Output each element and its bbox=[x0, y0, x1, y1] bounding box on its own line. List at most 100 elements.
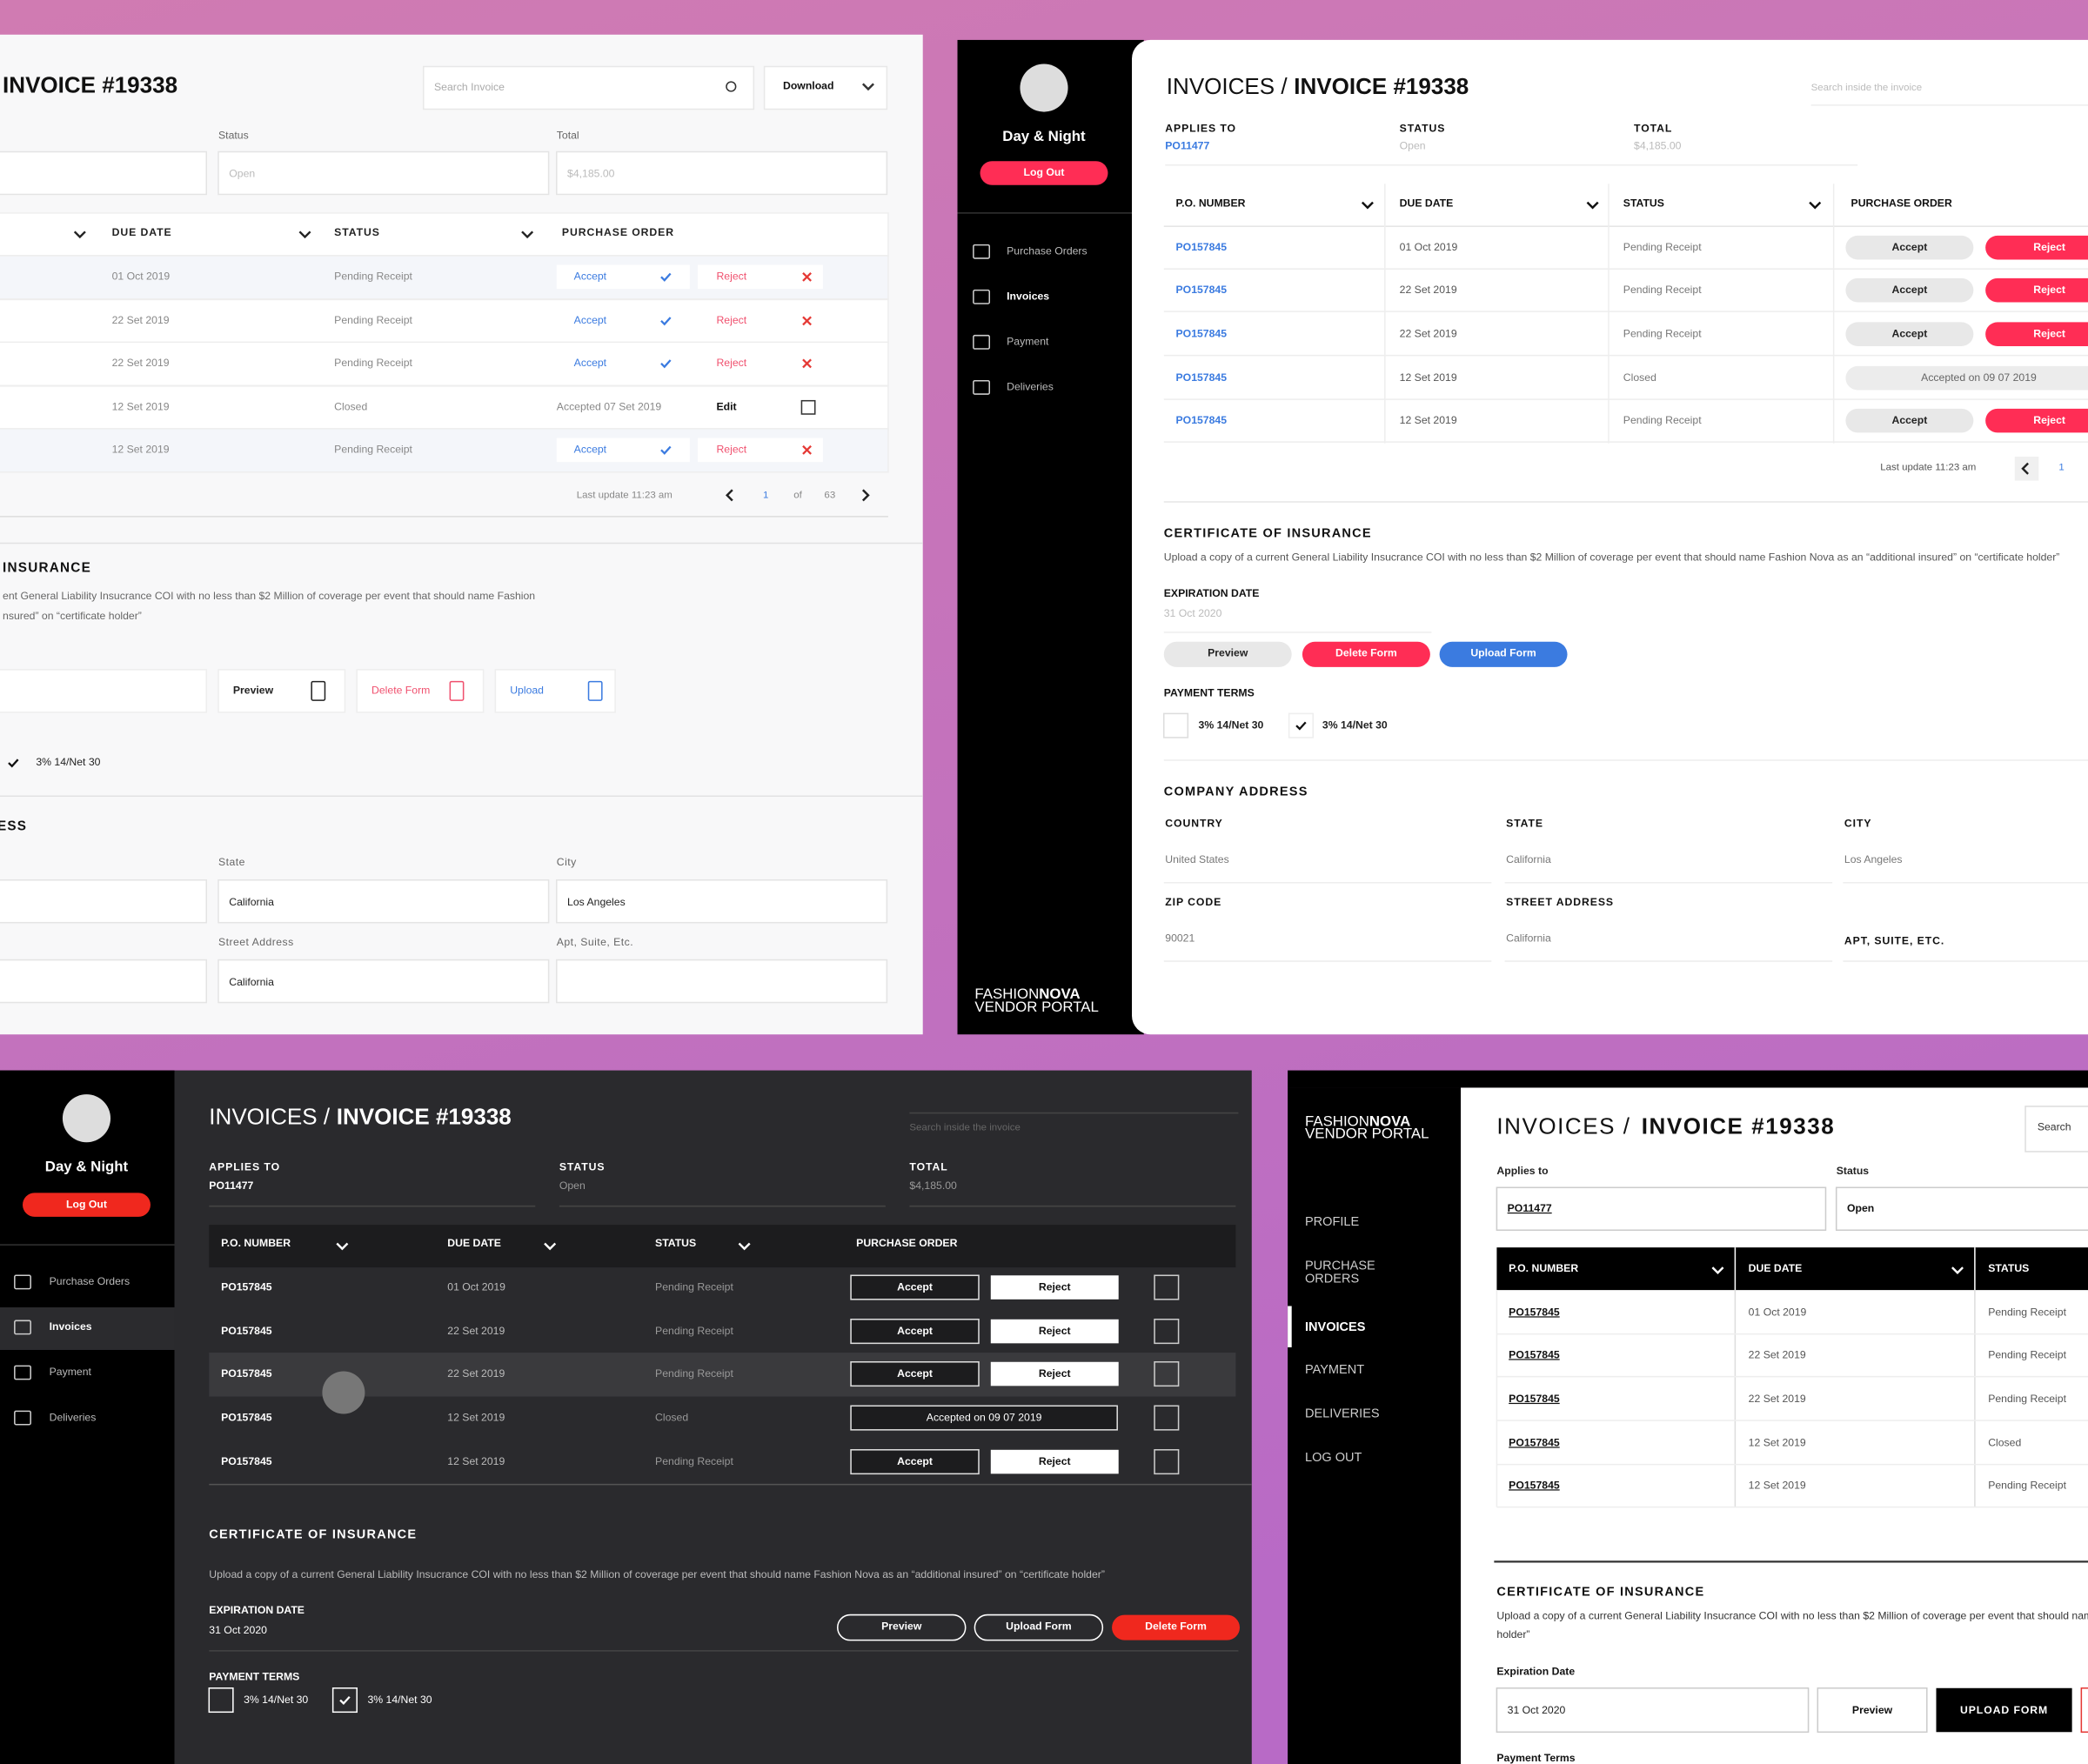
accept-label[interactable]: Accept bbox=[1891, 414, 1927, 426]
reject-button[interactable] bbox=[698, 438, 823, 463]
nav-item[interactable]: Purchase Orders bbox=[1007, 245, 1087, 257]
reject-label[interactable]: Reject bbox=[716, 444, 746, 456]
download-label[interactable]: Download bbox=[783, 80, 833, 92]
accept-label[interactable]: Accept bbox=[897, 1455, 933, 1467]
nav-item[interactable]: PROFILE bbox=[1305, 1215, 1359, 1229]
button[interactable] bbox=[494, 669, 616, 713]
po-number[interactable]: PO157845 bbox=[221, 1280, 272, 1293]
button-label[interactable]: Delete Form bbox=[1145, 1620, 1207, 1633]
accept-button[interactable] bbox=[850, 1319, 980, 1345]
button-label[interactable]: Preview bbox=[233, 685, 274, 697]
nav-item[interactable]: Payment bbox=[1007, 336, 1049, 348]
reject-label[interactable]: Reject bbox=[1039, 1280, 1071, 1293]
nav-item[interactable]: ORDERS bbox=[1305, 1273, 1359, 1286]
edit-label[interactable]: Edit bbox=[716, 401, 736, 413]
accept-button[interactable] bbox=[850, 1274, 980, 1300]
reject-label[interactable]: Reject bbox=[2033, 327, 2065, 339]
reject-button[interactable] bbox=[698, 309, 823, 333]
po-number[interactable]: PO157845 bbox=[1509, 1393, 1560, 1405]
button[interactable] bbox=[2080, 1687, 2088, 1734]
reject-button[interactable] bbox=[698, 351, 823, 376]
reject-button[interactable] bbox=[990, 1361, 1119, 1386]
accept-label[interactable]: Accept bbox=[1891, 327, 1927, 339]
button[interactable] bbox=[1163, 641, 1292, 667]
accept-label[interactable]: Accept bbox=[1891, 241, 1927, 253]
reject-label[interactable]: Reject bbox=[2033, 284, 2065, 296]
search-placeholder[interactable]: Search inside the invoice bbox=[909, 1122, 1021, 1133]
reject-button[interactable] bbox=[1985, 235, 2088, 260]
logout-button[interactable] bbox=[23, 1193, 151, 1217]
accept-label[interactable]: Accept bbox=[574, 357, 607, 369]
po-number[interactable]: PO157845 bbox=[1509, 1348, 1560, 1360]
reject-button[interactable] bbox=[990, 1449, 1119, 1474]
nav-item[interactable]: PAYMENT bbox=[1305, 1363, 1364, 1377]
checkbox[interactable] bbox=[331, 1687, 358, 1714]
logout-button[interactable] bbox=[980, 161, 1108, 185]
search-placeholder[interactable]: Search inside the invoice bbox=[1811, 83, 1923, 93]
button-label[interactable]: UPLOAD FORM bbox=[1960, 1704, 2048, 1716]
po-number[interactable]: PO157845 bbox=[221, 1325, 272, 1337]
po-number[interactable]: PO157845 bbox=[221, 1367, 272, 1380]
reject-label[interactable]: Reject bbox=[2033, 414, 2065, 426]
accept-label[interactable]: Accept bbox=[897, 1325, 933, 1337]
po-number[interactable]: PO157845 bbox=[1509, 1436, 1560, 1448]
edit-button[interactable] bbox=[1154, 1449, 1180, 1475]
accept-label[interactable]: Accept bbox=[897, 1280, 933, 1293]
nav-item[interactable]: Payment bbox=[50, 1366, 92, 1378]
nav-item[interactable]: DELIVERIES bbox=[1305, 1407, 1380, 1420]
reject-label[interactable]: Reject bbox=[1039, 1455, 1071, 1467]
accept-label[interactable]: Accept bbox=[897, 1367, 933, 1380]
po-number[interactable]: PO157845 bbox=[1176, 414, 1228, 426]
checkbox[interactable] bbox=[1288, 712, 1314, 738]
accept-label[interactable]: Accept bbox=[574, 271, 607, 283]
button[interactable] bbox=[1817, 1687, 1928, 1734]
nav-item[interactable]: Deliveries bbox=[1007, 381, 1054, 393]
accept-button[interactable] bbox=[1845, 322, 1974, 346]
button[interactable] bbox=[974, 1614, 1104, 1641]
button-label[interactable]: Preview bbox=[1208, 647, 1248, 659]
edit-button[interactable] bbox=[1154, 1405, 1180, 1431]
logout-label[interactable]: Log Out bbox=[66, 1198, 107, 1210]
reject-label[interactable]: Reject bbox=[716, 271, 746, 283]
search-box[interactable] bbox=[2024, 1106, 2088, 1153]
nav-item[interactable]: Deliveries bbox=[50, 1411, 97, 1423]
accept-label[interactable]: Accept bbox=[574, 314, 607, 326]
po-number[interactable]: PO157845 bbox=[221, 1455, 272, 1467]
accept-button[interactable] bbox=[1845, 408, 1974, 433]
reject-button[interactable] bbox=[698, 264, 823, 290]
search-box[interactable] bbox=[422, 65, 755, 110]
button-label[interactable]: Upload bbox=[510, 685, 544, 697]
button-label[interactable]: Delete Form bbox=[1335, 647, 1397, 659]
button-label[interactable]: Preview bbox=[1852, 1704, 1893, 1716]
reject-label[interactable]: Reject bbox=[716, 357, 746, 369]
button-label[interactable]: Preview bbox=[881, 1620, 922, 1633]
accept-label[interactable]: Accept bbox=[574, 444, 607, 456]
reject-button[interactable] bbox=[990, 1275, 1119, 1300]
accept-button[interactable] bbox=[1845, 277, 1974, 303]
button[interactable] bbox=[356, 669, 485, 713]
nav-item[interactable]: Purchase Orders bbox=[50, 1275, 130, 1287]
edit-button[interactable] bbox=[1154, 1361, 1180, 1387]
button[interactable] bbox=[1936, 1687, 2072, 1733]
po-number[interactable]: PO157845 bbox=[221, 1411, 272, 1423]
po-number[interactable]: PO157845 bbox=[1176, 284, 1228, 296]
accept-label[interactable]: Accept bbox=[1891, 284, 1927, 296]
button-label[interactable]: Upload Form bbox=[1470, 647, 1536, 659]
nav-item[interactable]: Invoices bbox=[1007, 291, 1049, 303]
reject-label[interactable]: Reject bbox=[1039, 1367, 1071, 1380]
nav-item[interactable]: Invoices bbox=[50, 1320, 92, 1333]
button[interactable] bbox=[1439, 641, 1568, 667]
checkbox[interactable] bbox=[208, 1687, 234, 1714]
logout-label[interactable]: Log Out bbox=[1024, 166, 1065, 178]
reject-label[interactable]: Reject bbox=[1039, 1325, 1071, 1337]
reject-button[interactable] bbox=[1985, 277, 2088, 303]
nav-item[interactable]: PURCHASE bbox=[1305, 1259, 1375, 1273]
edit-button[interactable] bbox=[1154, 1319, 1180, 1345]
page-prev[interactable] bbox=[2014, 456, 2039, 481]
button[interactable] bbox=[218, 669, 346, 713]
edit-button[interactable] bbox=[1154, 1274, 1180, 1300]
button[interactable] bbox=[836, 1614, 967, 1641]
po-number[interactable]: PO157845 bbox=[1509, 1306, 1560, 1318]
checkbox[interactable] bbox=[1162, 712, 1189, 738]
reject-button[interactable] bbox=[1985, 408, 2088, 433]
